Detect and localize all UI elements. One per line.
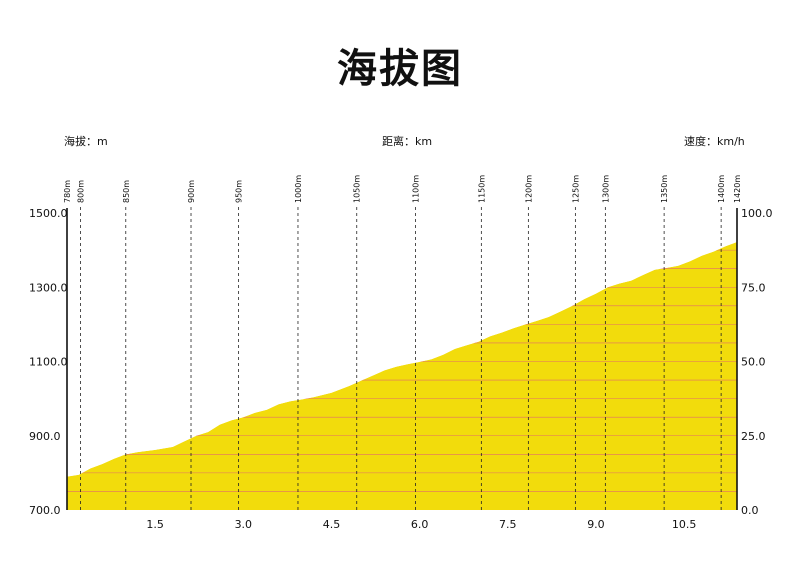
y-left-tick-label: 1100.0 [29, 356, 68, 369]
elevation-marker-label: 1000m [294, 175, 303, 203]
y-right-tick-label: 0.0 [741, 504, 759, 517]
distance-unit-label: 距离：km [382, 135, 433, 148]
elevation-marker-label: 1100m [412, 175, 421, 203]
elevation-marker-label: 1420m [733, 175, 742, 203]
elevation-marker-label: 800m [77, 180, 86, 203]
elevation-marker-label: 1400m [717, 175, 726, 203]
speed-unit-label: 速度：km/h [684, 135, 745, 148]
elevation-marker-label: 1300m [601, 175, 610, 203]
x-tick-label: 7.5 [499, 518, 517, 531]
elevation-marker-label: 900m [187, 180, 196, 203]
x-tick-label: 10.5 [672, 518, 697, 531]
grid-mask [67, 213, 737, 477]
elevation-marker-label: 1050m [353, 175, 362, 203]
altitude-unit-label: 海拔：m [64, 135, 108, 148]
x-tick-label: 3.0 [235, 518, 253, 531]
y-left-tick-label: 900.0 [29, 430, 61, 443]
elevation-marker-label: 1250m [571, 175, 580, 203]
elevation-marker-label: 950m [235, 180, 244, 203]
elevation-area [67, 242, 737, 510]
elevation-marker-label: 1200m [524, 175, 533, 203]
elevation-marker-label: 850m [122, 180, 131, 203]
y-left-tick-label: 700.0 [29, 504, 61, 517]
y-right-tick-label: 75.0 [741, 281, 766, 294]
y-right-tick-label: 25.0 [741, 430, 766, 443]
elevation-marker-label: 780m [63, 180, 72, 203]
elevation-marker-label: 1350m [660, 175, 669, 203]
chart-title: 海拔图 [337, 46, 463, 92]
y-left-tick-label: 1300.0 [29, 281, 68, 294]
y-right-tick-label: 50.0 [741, 356, 766, 369]
y-left-tick-label: 1500.0 [29, 207, 68, 220]
x-tick-label: 9.0 [587, 518, 605, 531]
elevation-marker-label: 1150m [477, 175, 486, 203]
y-right-tick-label: 100.0 [741, 207, 773, 220]
x-tick-label: 4.5 [323, 518, 341, 531]
x-tick-label: 1.5 [146, 518, 164, 531]
x-tick-label: 6.0 [411, 518, 429, 531]
